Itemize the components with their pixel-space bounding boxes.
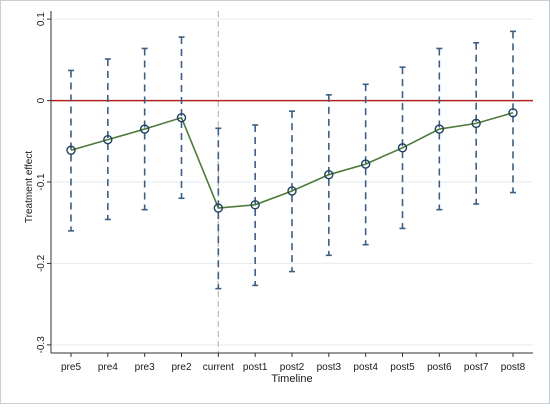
y-tick-label: -0.1: [36, 173, 47, 191]
data-point: [250, 200, 260, 210]
x-tick-labels: pre5 pre4 pre3 pre2 current post1 post2 post3 po…: [61, 362, 526, 373]
x-tick-label: post2: [280, 362, 305, 373]
data-point: [471, 118, 481, 129]
y-tick-label: 0.1: [36, 12, 47, 26]
y-tick-label: 0: [36, 97, 47, 103]
x-tick-label: pre4: [98, 362, 118, 373]
data-point: [213, 203, 224, 213]
data-point: [176, 112, 187, 123]
data-point: [66, 145, 76, 155]
y-axis-label: Treatment effect: [24, 151, 35, 223]
x-tick-label: post4: [353, 362, 378, 373]
data-point: [103, 134, 113, 145]
x-tick-label: pre2: [171, 362, 191, 373]
x-tick-label: post5: [390, 362, 415, 373]
x-axis-label: Timeline: [271, 373, 312, 385]
data-point: [508, 108, 518, 118]
data-point: [360, 159, 371, 169]
axes: [47, 11, 533, 357]
data-point: [139, 124, 150, 134]
x-tick-label: post3: [317, 362, 342, 373]
data-point: [434, 124, 445, 134]
x-tick-label: post1: [243, 362, 268, 373]
y-tick-label: -0.3: [36, 336, 47, 354]
x-tick-label: pre3: [135, 362, 155, 373]
markers: [66, 108, 518, 213]
x-tick-label: post6: [427, 362, 452, 373]
series-line: [70, 112, 514, 209]
data-point: [397, 143, 408, 153]
x-tick-label: post7: [464, 362, 489, 373]
x-tick-label: current: [203, 362, 234, 373]
grid-lines: [51, 18, 533, 346]
y-tick-labels: 0.1 0 -0.1 -0.2 -0.3: [36, 12, 47, 354]
series-line-group: [70, 112, 514, 209]
y-tick-label: -0.2: [36, 254, 47, 272]
data-point: [324, 169, 334, 180]
x-tick-label: pre5: [61, 362, 81, 373]
x-tick-label: post8: [501, 362, 526, 373]
data-point: [287, 186, 297, 196]
confidence-intervals: [68, 30, 516, 290]
